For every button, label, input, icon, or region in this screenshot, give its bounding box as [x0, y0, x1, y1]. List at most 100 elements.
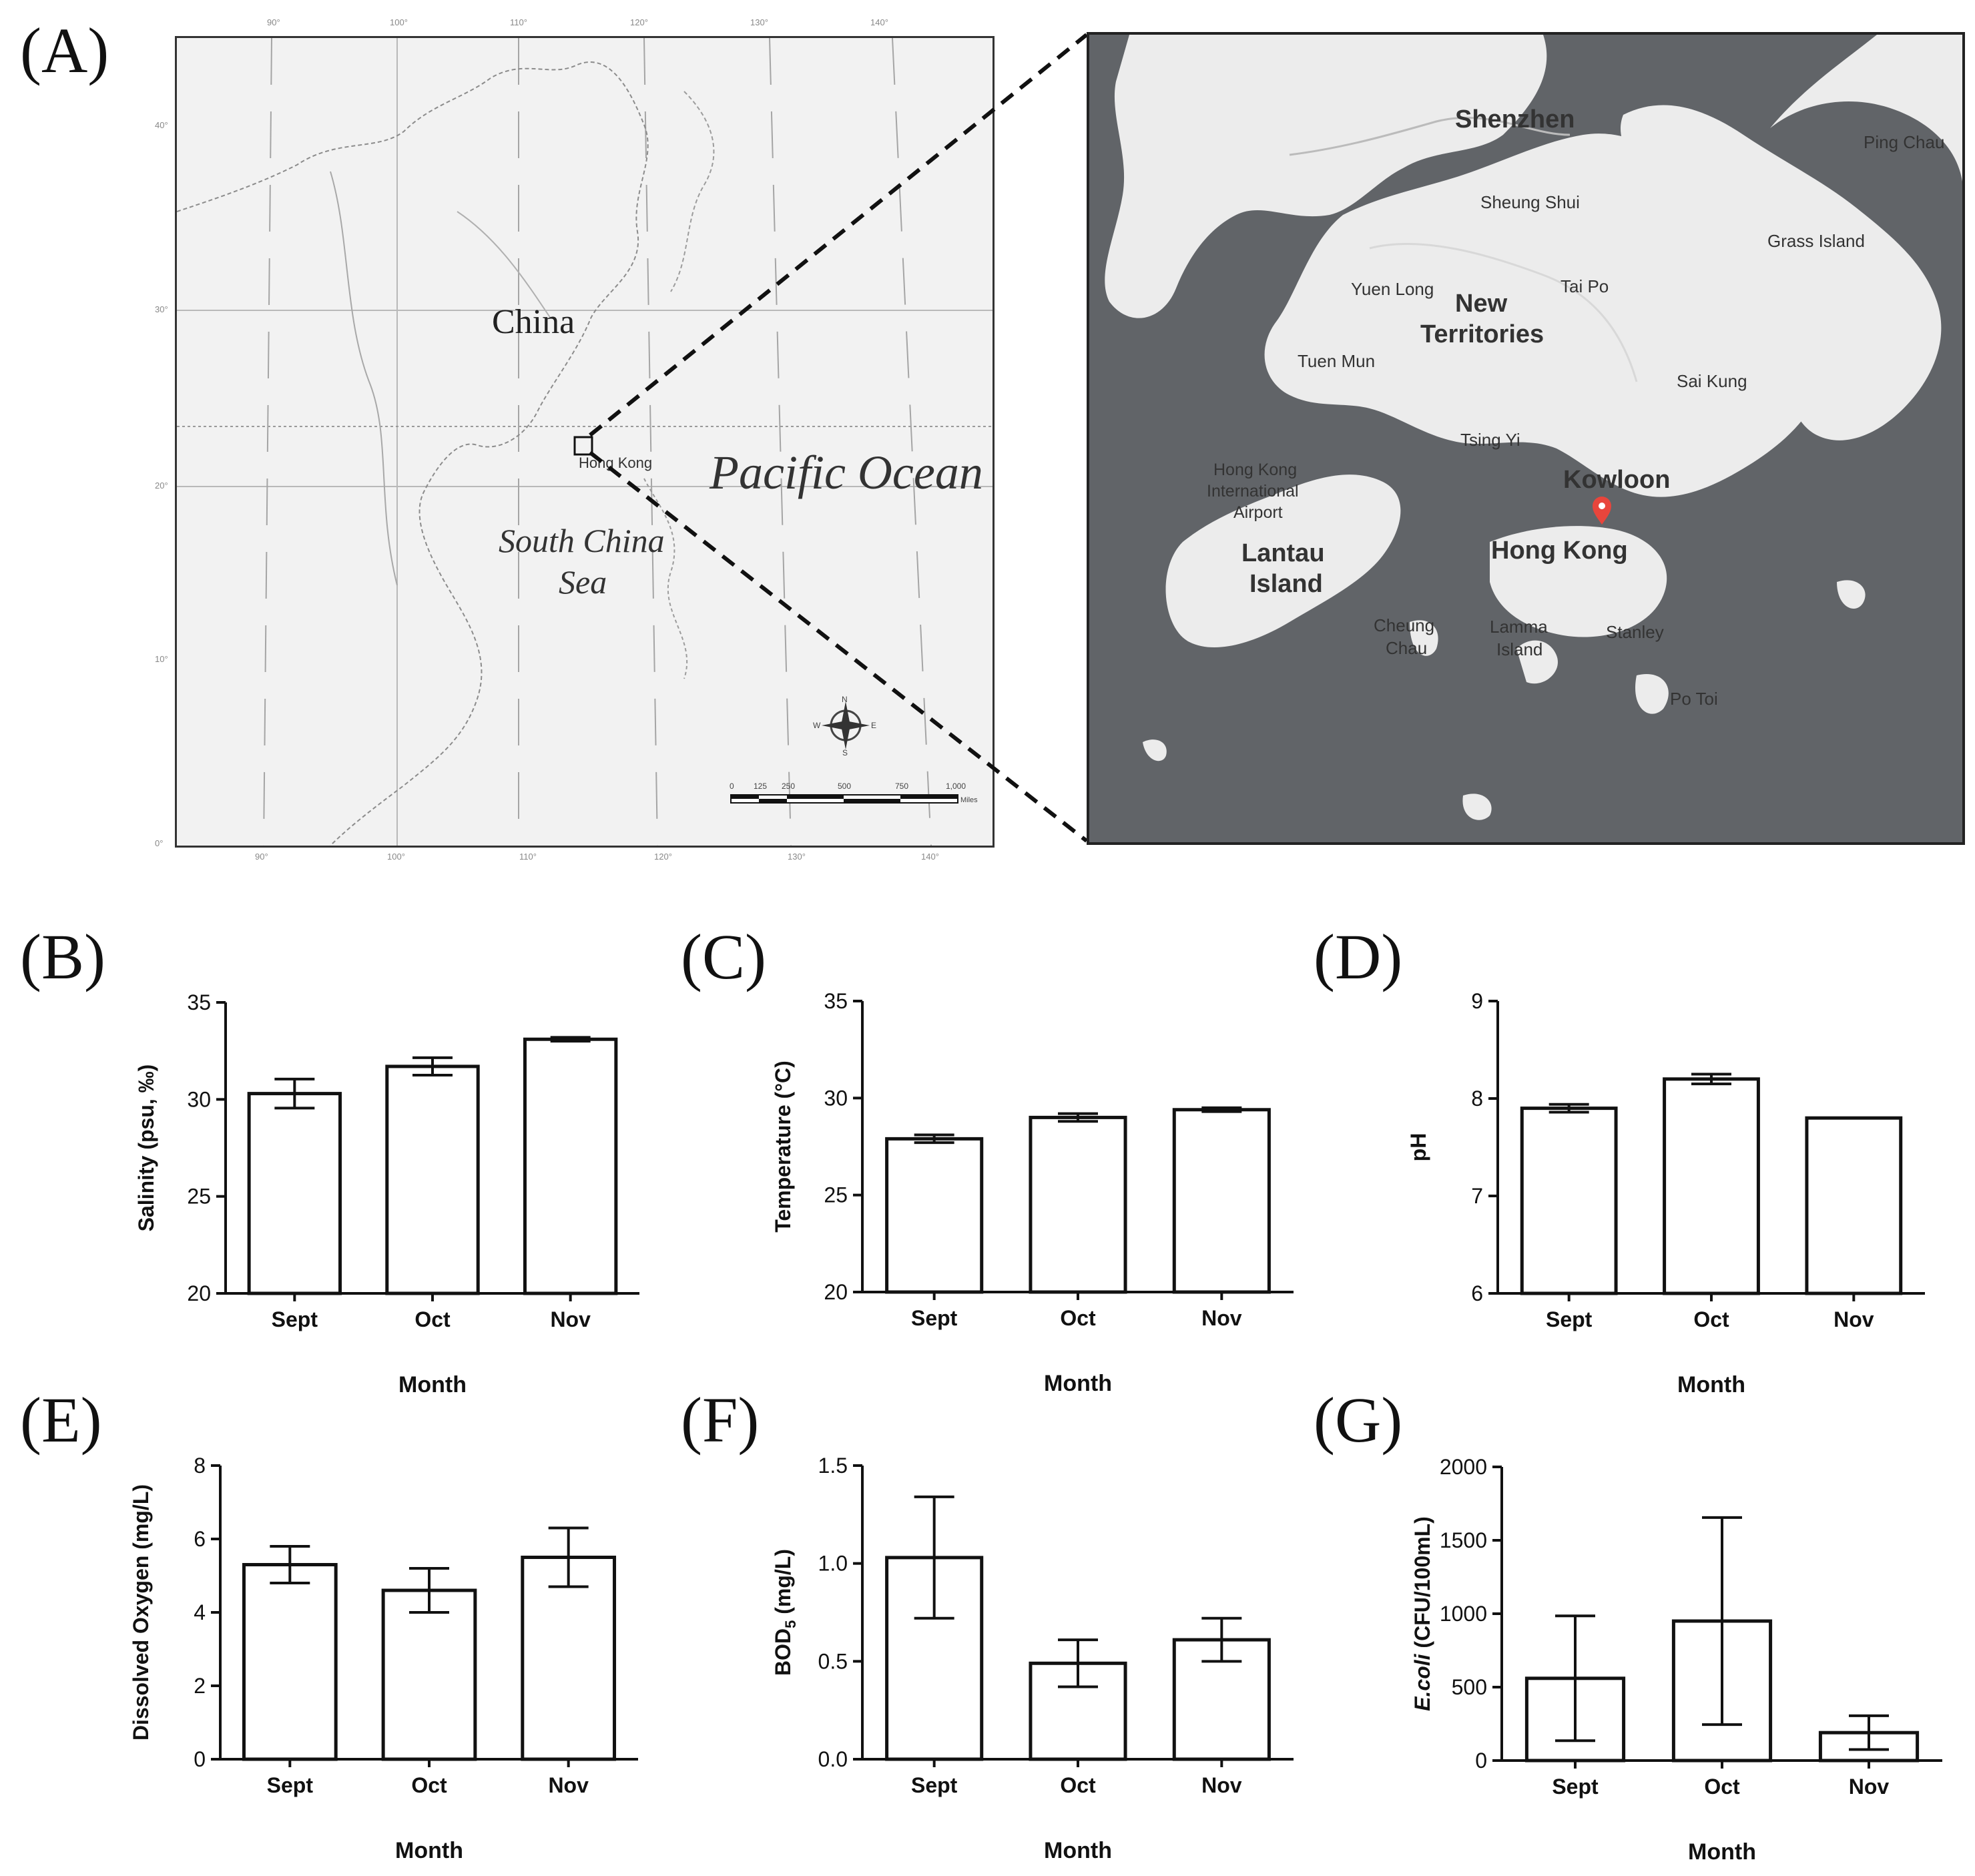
lat-0: 0°	[155, 838, 164, 848]
place-sai-kung: Sai Kung	[1677, 371, 1747, 391]
y-tick-label: 9	[1471, 989, 1483, 1013]
bar	[1663, 1077, 1760, 1295]
y-tick-label: 30	[187, 1087, 211, 1111]
y-tick-label: 20	[824, 1280, 848, 1304]
y-axis-label: Dissolved Oxygen (mg/L)	[129, 1484, 153, 1741]
x-tick-label: Oct	[1704, 1775, 1740, 1799]
bar	[1805, 1116, 1903, 1295]
lon-bottom-130: 130°	[788, 852, 806, 862]
lon-top-140: 140°	[870, 17, 888, 27]
y-tick-label: 2	[194, 1674, 206, 1698]
x-axis-label: Month	[1044, 1371, 1112, 1396]
x-tick-label: Sept	[1546, 1307, 1593, 1331]
lat-40: 40°	[155, 120, 168, 130]
y-tick-label: 8	[194, 1454, 206, 1478]
y-tick-label: 4	[194, 1600, 206, 1624]
x-tick-label: Oct	[411, 1773, 447, 1797]
y-tick-label: 1000	[1440, 1602, 1487, 1626]
x-tick-label: Oct	[414, 1307, 451, 1331]
y-tick-label: 500	[1452, 1675, 1487, 1699]
y-tick-label: 0	[194, 1747, 206, 1771]
place-tai-po: Tai Po	[1561, 276, 1609, 296]
x-tick-label: Nov	[1201, 1306, 1242, 1330]
location-pin-icon	[1593, 497, 1611, 525]
x-tick-label: Sept	[1552, 1775, 1599, 1799]
x-axis-label: Month	[1688, 1839, 1756, 1865]
y-tick-label: 6	[1471, 1281, 1483, 1305]
y-tick-label: 0.0	[818, 1747, 848, 1771]
chart-e: 0 2 4 6 8 Sept Oct Nov Month Dissolved Oxygen (mg…	[129, 1454, 638, 1863]
y-tick-label: 2000	[1440, 1455, 1487, 1479]
x-tick-label: Oct	[1060, 1773, 1096, 1797]
y-tick-label: 0.5	[818, 1649, 848, 1673]
lon-bottom-90: 90°	[255, 852, 268, 862]
lat-10: 10°	[155, 654, 168, 664]
place-airport-1: Hong Kong	[1213, 460, 1298, 479]
place-sheung-shui: Sheung Shui	[1480, 192, 1580, 212]
x-tick-label: Nov	[1833, 1307, 1874, 1331]
lon-bottom-110: 110°	[519, 852, 537, 862]
x-tick-label: Oct	[1060, 1306, 1096, 1330]
bar	[1520, 1107, 1618, 1295]
bar	[247, 1092, 342, 1295]
lon-bottom-120: 120°	[654, 852, 672, 862]
hong-kong-map-graphics	[1105, 35, 1962, 820]
y-tick-label: 7	[1471, 1184, 1483, 1208]
y-tick-label: 35	[187, 990, 211, 1014]
place-po-toi: Po Toi	[1670, 689, 1718, 709]
x-axis-label: Month	[398, 1372, 467, 1397]
panel-label-a: (A)	[20, 15, 109, 86]
y-tick-label: 0	[1475, 1749, 1487, 1773]
lon-top-110: 110°	[510, 17, 527, 27]
place-lamma-2: Island	[1496, 639, 1543, 659]
y-tick-label: 8	[1471, 1086, 1483, 1111]
lon-top-100: 100°	[390, 17, 408, 27]
label-china: China	[492, 303, 575, 341]
chart-d: 6 7 8 9 Sept Oct Nov Month pH	[1406, 989, 1925, 1397]
panel-label-g: (G)	[1314, 1384, 1403, 1456]
lon-bottom-140: 140°	[921, 852, 939, 862]
chart-f: 0.0 0.5 1.0 1.5 Sept Oct Nov Month BOD5 (mg/L)	[771, 1454, 1294, 1863]
place-new-territories-2: Territories	[1420, 320, 1544, 348]
lat-20: 20°	[155, 481, 168, 491]
place-tuen-mun: Tuen Mun	[1298, 351, 1376, 371]
place-lamma-1: Lamma	[1490, 617, 1548, 637]
lon-top-90: 90°	[267, 17, 280, 27]
y-tick-label: 25	[824, 1183, 848, 1207]
y-tick-label: 1.0	[818, 1552, 848, 1576]
y-tick-label: 6	[194, 1527, 206, 1551]
chart-g: 0 500 1000 1500 2000 Sept Oct Nov Month E.coli (C…	[1410, 1455, 1942, 1865]
bar	[885, 1137, 984, 1294]
place-lantau-2: Island	[1249, 570, 1323, 598]
lat-30: 30°	[155, 304, 168, 314]
hong-kong-box	[573, 436, 593, 456]
panel-label-c: (C)	[681, 921, 766, 992]
y-tick-label: 25	[187, 1185, 211, 1209]
place-airport-3: Airport	[1233, 503, 1283, 522]
x-axis-label: Month	[395, 1838, 463, 1863]
chart-c: 20 25 30 35 Sept Oct Nov Month Temperature (°C)	[771, 989, 1294, 1396]
bar	[242, 1563, 338, 1761]
place-hong-kong: Hong Kong	[1491, 537, 1628, 565]
x-tick-label: Sept	[911, 1773, 958, 1797]
lon-top-120: 120°	[630, 17, 648, 27]
place-cheung-chau-1: Cheung	[1374, 615, 1435, 635]
place-grass-island: Grass Island	[1767, 231, 1865, 251]
panel-label-b: (B)	[20, 921, 105, 992]
place-tsing-yi: Tsing Yi	[1460, 430, 1520, 450]
place-cheung-chau-2: Chau	[1386, 638, 1428, 658]
bar	[1172, 1108, 1271, 1294]
panel-label-f: (F)	[681, 1384, 760, 1456]
y-tick-label: 20	[187, 1281, 211, 1305]
place-new-territories-1: New	[1455, 290, 1508, 318]
x-axis-label: Month	[1677, 1372, 1745, 1397]
place-yuen-long: Yuen Long	[1351, 279, 1434, 299]
lon-top-130: 130°	[750, 17, 768, 27]
y-tick-label: 30	[824, 1086, 848, 1110]
x-axis-label: Month	[1044, 1838, 1112, 1863]
panel-label-d: (D)	[1314, 921, 1403, 992]
x-tick-label: Sept	[272, 1307, 318, 1331]
x-tick-label: Nov	[1201, 1773, 1242, 1797]
place-lantau-1: Lantau	[1241, 539, 1325, 567]
